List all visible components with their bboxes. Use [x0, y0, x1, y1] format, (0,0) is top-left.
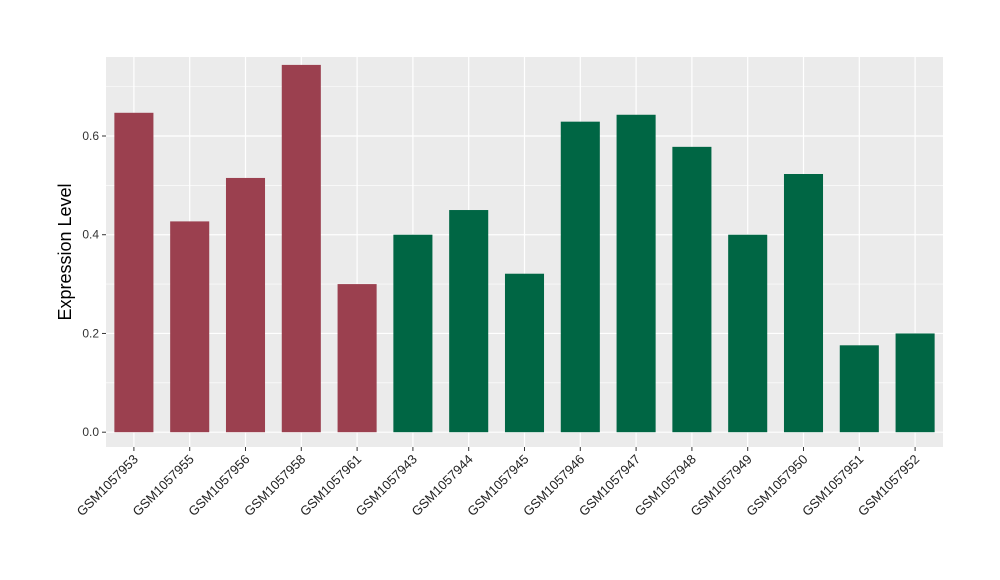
bar: [839, 345, 879, 433]
bar: [337, 284, 377, 433]
bar: [728, 234, 768, 433]
y-tick-label: 0.6: [82, 129, 99, 143]
bars: [114, 64, 935, 433]
y-tick-label: 0.0: [82, 425, 99, 439]
bar: [504, 273, 545, 433]
bar: [895, 333, 935, 433]
bar: [672, 146, 712, 433]
y-tick-label: 0.4: [82, 228, 99, 242]
y-axis-title: Expression Level: [55, 183, 75, 320]
x-axis: GSM1057953GSM1057955GSM1057956GSM1057958…: [74, 447, 922, 519]
bar: [114, 112, 154, 433]
bar: [560, 121, 600, 433]
bar: [783, 174, 824, 433]
bar: [449, 210, 489, 433]
y-tick-label: 0.2: [82, 326, 99, 340]
bar: [281, 64, 321, 433]
y-axis: 0.0 0.2 0.4 0.6: [82, 129, 106, 439]
bar: [616, 114, 656, 433]
bar: [225, 177, 266, 433]
bar: [393, 234, 433, 433]
bar: [170, 221, 210, 433]
